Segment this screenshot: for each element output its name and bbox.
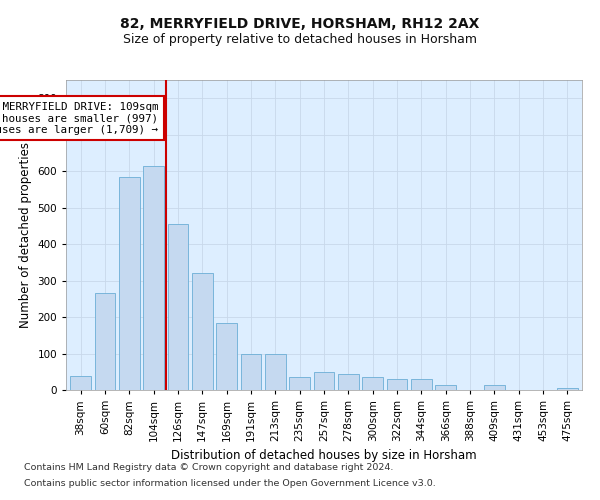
Bar <box>143 166 164 390</box>
Bar <box>557 388 578 390</box>
Bar <box>386 379 407 390</box>
Text: Contains public sector information licensed under the Open Government Licence v3: Contains public sector information licen… <box>24 478 436 488</box>
Bar <box>484 384 505 390</box>
Bar <box>411 379 432 390</box>
Y-axis label: Number of detached properties: Number of detached properties <box>19 142 32 328</box>
Bar <box>362 377 383 390</box>
Bar <box>192 274 212 390</box>
Bar <box>95 294 115 390</box>
Text: 82 MERRYFIELD DRIVE: 109sqm
← 36% of detached houses are smaller (997)
62% of se: 82 MERRYFIELD DRIVE: 109sqm ← 36% of det… <box>0 102 158 135</box>
Bar <box>70 376 91 390</box>
Bar <box>167 224 188 390</box>
Bar <box>119 176 140 390</box>
X-axis label: Distribution of detached houses by size in Horsham: Distribution of detached houses by size … <box>171 450 477 462</box>
Bar <box>436 384 456 390</box>
Text: Contains HM Land Registry data © Crown copyright and database right 2024.: Contains HM Land Registry data © Crown c… <box>24 464 394 472</box>
Bar <box>314 372 334 390</box>
Text: 82, MERRYFIELD DRIVE, HORSHAM, RH12 2AX: 82, MERRYFIELD DRIVE, HORSHAM, RH12 2AX <box>121 18 479 32</box>
Bar <box>338 374 359 390</box>
Bar <box>265 354 286 390</box>
Bar <box>216 322 237 390</box>
Bar <box>241 354 262 390</box>
Text: Size of property relative to detached houses in Horsham: Size of property relative to detached ho… <box>123 32 477 46</box>
Bar <box>289 377 310 390</box>
